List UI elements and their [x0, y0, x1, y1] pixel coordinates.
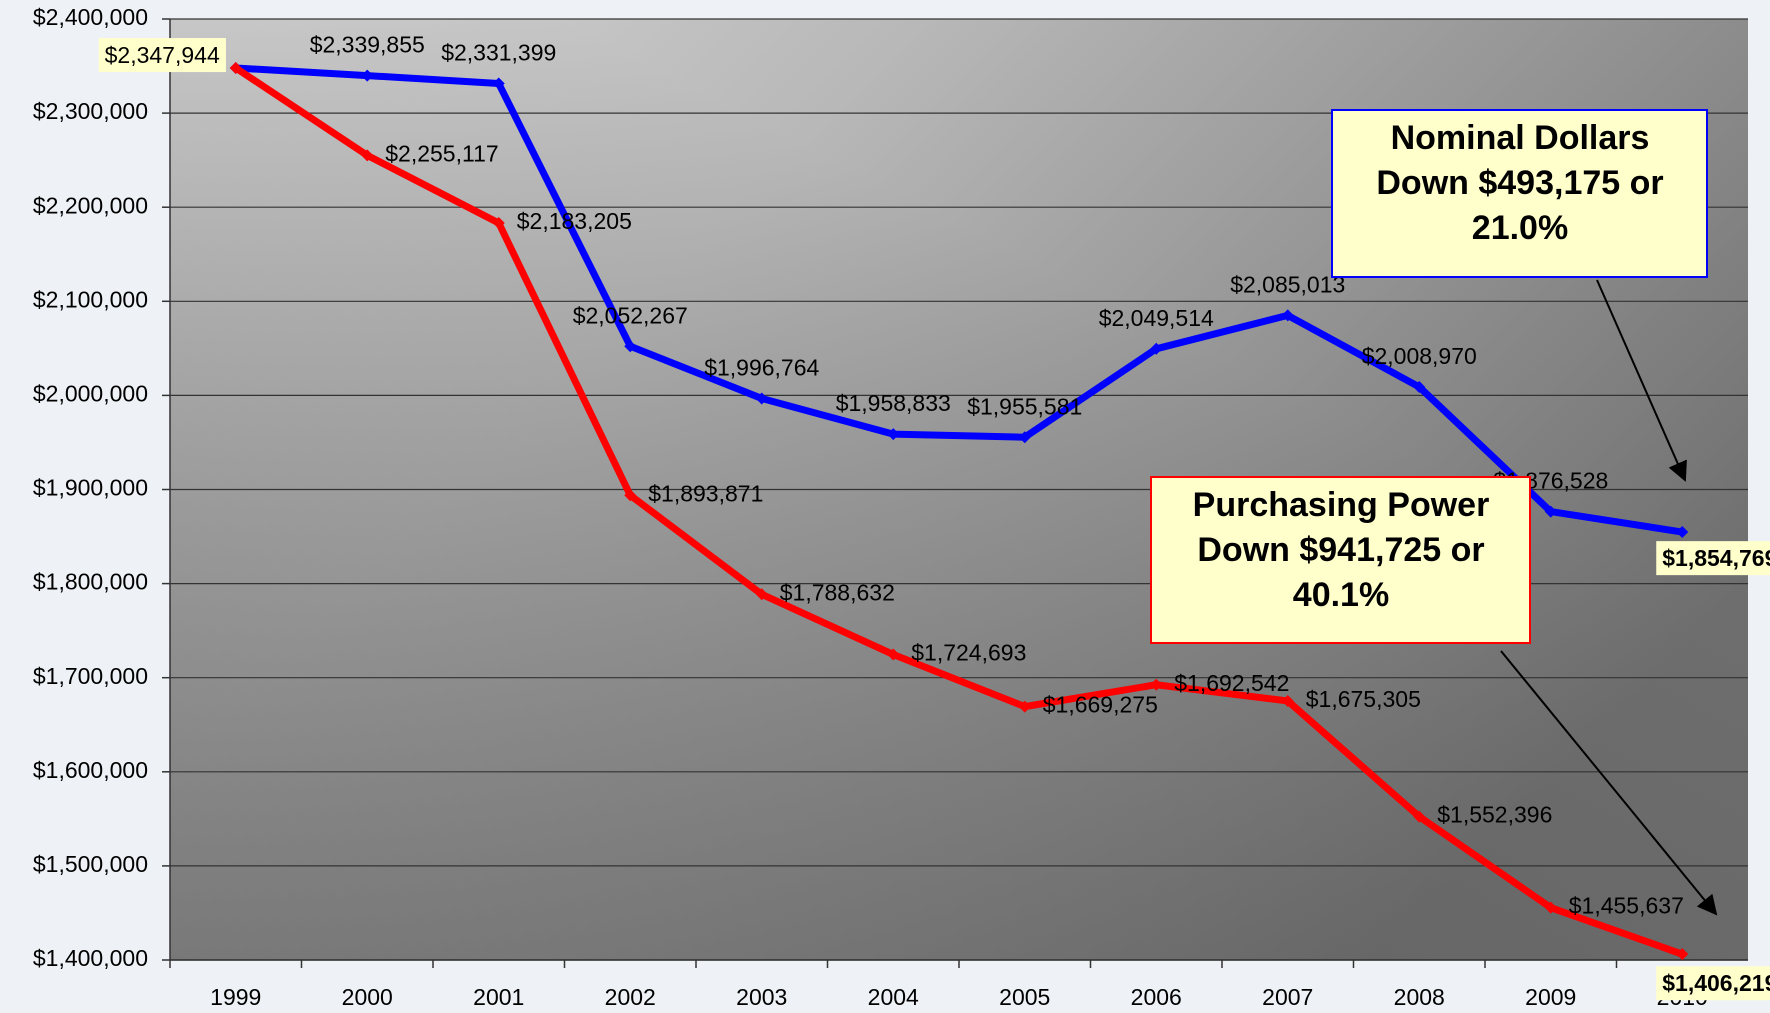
- series-line: [233, 65, 1684, 958]
- value-label: $2,255,117: [385, 140, 498, 166]
- value-label: $1,893,871: [648, 480, 763, 506]
- point: [1676, 948, 1689, 961]
- point: [1018, 700, 1031, 713]
- point: [624, 489, 637, 502]
- y-tick-label: $2,300,000: [33, 98, 148, 124]
- value-label-box: [1656, 966, 1770, 1001]
- point: [1676, 526, 1689, 539]
- y-tick-label: $1,400,000: [33, 945, 148, 971]
- x-tick-label: 2001: [473, 984, 524, 1010]
- annotation: 40.1%: [1293, 576, 1389, 614]
- annotation-box: [1331, 109, 1708, 278]
- x-tick-label: 1999: [210, 984, 261, 1010]
- series-line: [235, 64, 1683, 536]
- point: [1018, 431, 1031, 444]
- y-tick-label: $1,900,000: [33, 475, 148, 501]
- point: [361, 149, 374, 162]
- value-label: $2,183,205: [517, 208, 632, 234]
- value-label: $1,996,764: [704, 355, 819, 381]
- point: [755, 588, 768, 601]
- point: [1150, 342, 1163, 355]
- point: [887, 648, 900, 661]
- x-tick-label: 2009: [1525, 984, 1576, 1010]
- annotation: Down $493,175 or: [1376, 164, 1663, 202]
- value-label: $1,854,769: [1662, 545, 1770, 571]
- point: [1150, 678, 1163, 691]
- y-tick-label: $2,400,000: [33, 4, 148, 30]
- point: [1281, 309, 1294, 322]
- value-label: $2,339,855: [310, 32, 425, 58]
- value-label-box: [98, 38, 226, 73]
- point: [1544, 901, 1557, 914]
- arrow: [1596, 279, 1687, 482]
- point: [492, 217, 505, 230]
- value-label-box: [1656, 541, 1770, 576]
- value-label: $2,049,514: [1099, 305, 1214, 331]
- y-tick-label: $1,800,000: [33, 569, 148, 595]
- x-tick-label: 2007: [1262, 984, 1313, 1010]
- x-tick-label: 2005: [999, 984, 1050, 1010]
- y-tick-label: $1,600,000: [33, 757, 148, 783]
- annotation: 21.0%: [1472, 209, 1568, 247]
- value-label: $1,692,542: [1174, 670, 1289, 696]
- value-label: $2,085,013: [1230, 271, 1345, 297]
- annotation: Nominal Dollars: [1391, 119, 1650, 157]
- y-tick-label: $1,700,000: [33, 663, 148, 689]
- x-tick-label: 2008: [1394, 984, 1445, 1010]
- value-label: $2,331,399: [441, 40, 556, 66]
- value-label: $1,675,305: [1306, 686, 1421, 712]
- x-tick-label: 2002: [605, 984, 656, 1010]
- arrow: [1500, 650, 1718, 916]
- value-label: $2,052,267: [573, 302, 688, 328]
- value-label: $1,552,396: [1437, 802, 1552, 828]
- point: [361, 69, 374, 82]
- point: [229, 61, 242, 74]
- value-label: $1,724,693: [911, 640, 1026, 666]
- point: [1281, 694, 1294, 707]
- value-label: $1,788,632: [780, 579, 895, 605]
- point: [1413, 810, 1426, 823]
- value-label: $1,958,833: [836, 390, 951, 416]
- y-tick-label: $2,200,000: [33, 192, 148, 218]
- value-label: $1,955,581: [967, 393, 1082, 419]
- value-label: $1,669,275: [1043, 692, 1158, 718]
- point: [887, 428, 900, 441]
- value-label: $1,455,637: [1569, 893, 1684, 919]
- value-label: $2,008,970: [1362, 343, 1477, 369]
- value-label: $2,347,944: [105, 42, 220, 68]
- y-tick-label: $2,000,000: [33, 380, 148, 406]
- point: [492, 77, 505, 90]
- point: [755, 392, 768, 405]
- annotation: Purchasing Power: [1193, 486, 1490, 524]
- y-tick-label: $1,500,000: [33, 851, 148, 877]
- point: [1413, 380, 1426, 393]
- x-tick-label: 2003: [736, 984, 787, 1010]
- annotation-box: [1150, 476, 1531, 644]
- x-tick-label: 2004: [868, 984, 919, 1010]
- point: [624, 340, 637, 353]
- y-tick-label: $2,100,000: [33, 286, 148, 312]
- x-tick-label: 2006: [1131, 984, 1182, 1010]
- value-label: $1,406,219: [1662, 970, 1770, 996]
- point: [1544, 505, 1557, 518]
- x-tick-label: 2000: [342, 984, 393, 1010]
- annotation: Down $941,725 or: [1197, 531, 1484, 569]
